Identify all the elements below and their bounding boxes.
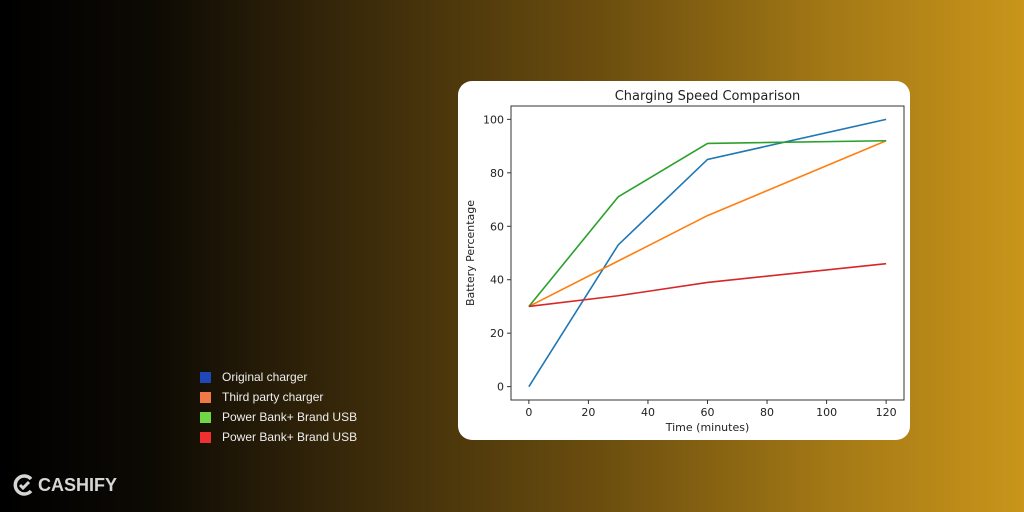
legend-label: Power Bank+ Brand USB xyxy=(222,430,358,444)
legend-label: Third party charger xyxy=(222,390,324,404)
x-tick-label: 0 xyxy=(525,406,532,419)
logo-text: CASHIFY xyxy=(38,474,118,495)
legend: Original charger Third party charger Pow… xyxy=(200,367,357,447)
legend-item: Power Bank+ Brand USB xyxy=(200,427,357,447)
y-tick-label: 100 xyxy=(483,113,504,126)
series-line-0 xyxy=(528,118,887,388)
series-line-3 xyxy=(528,262,887,308)
series-line-1 xyxy=(528,140,887,308)
plot-frame xyxy=(510,105,905,401)
x-tick-label: 80 xyxy=(760,406,774,419)
x-tick-label: 120 xyxy=(876,406,897,419)
legend-label: Power Bank+ Brand USB xyxy=(222,410,358,424)
cashify-logo-icon xyxy=(13,474,33,496)
legend-item: Third party charger xyxy=(200,387,357,407)
y-axis-label: Battery Percentage xyxy=(464,200,477,306)
y-tick-label: 20 xyxy=(490,327,504,340)
x-tick-label: 20 xyxy=(581,406,595,419)
y-tick-label: 60 xyxy=(490,220,504,233)
legend-item: Power Bank+ Brand USB xyxy=(200,407,357,427)
chart-title: Charging Speed Comparison xyxy=(615,89,801,104)
x-tick-label: 60 xyxy=(701,406,715,419)
chart-card: 0 20 40 60 80 100 120 0 20 40 60 80 100 Charging Spee… xyxy=(458,81,910,440)
legend-swatch xyxy=(200,411,211,423)
legend-swatch xyxy=(200,391,211,403)
series-line-2 xyxy=(528,139,887,307)
y-tick-label: 80 xyxy=(490,167,504,180)
legend-swatch xyxy=(200,371,211,383)
legend-item: Original charger xyxy=(200,367,357,387)
legend-swatch xyxy=(200,431,211,443)
x-tick-label: 40 xyxy=(641,406,655,419)
x-tick-label: 100 xyxy=(816,406,837,419)
cashify-logo: CASHIFY xyxy=(12,473,117,497)
line-chart: 0 20 40 60 80 100 120 0 20 40 60 80 100 Charging Spee… xyxy=(464,89,905,434)
y-tick-label: 0 xyxy=(497,381,504,394)
x-axis-label: Time (minutes) xyxy=(665,421,750,434)
y-tick-label: 40 xyxy=(490,274,504,287)
legend-label: Original charger xyxy=(222,370,308,384)
